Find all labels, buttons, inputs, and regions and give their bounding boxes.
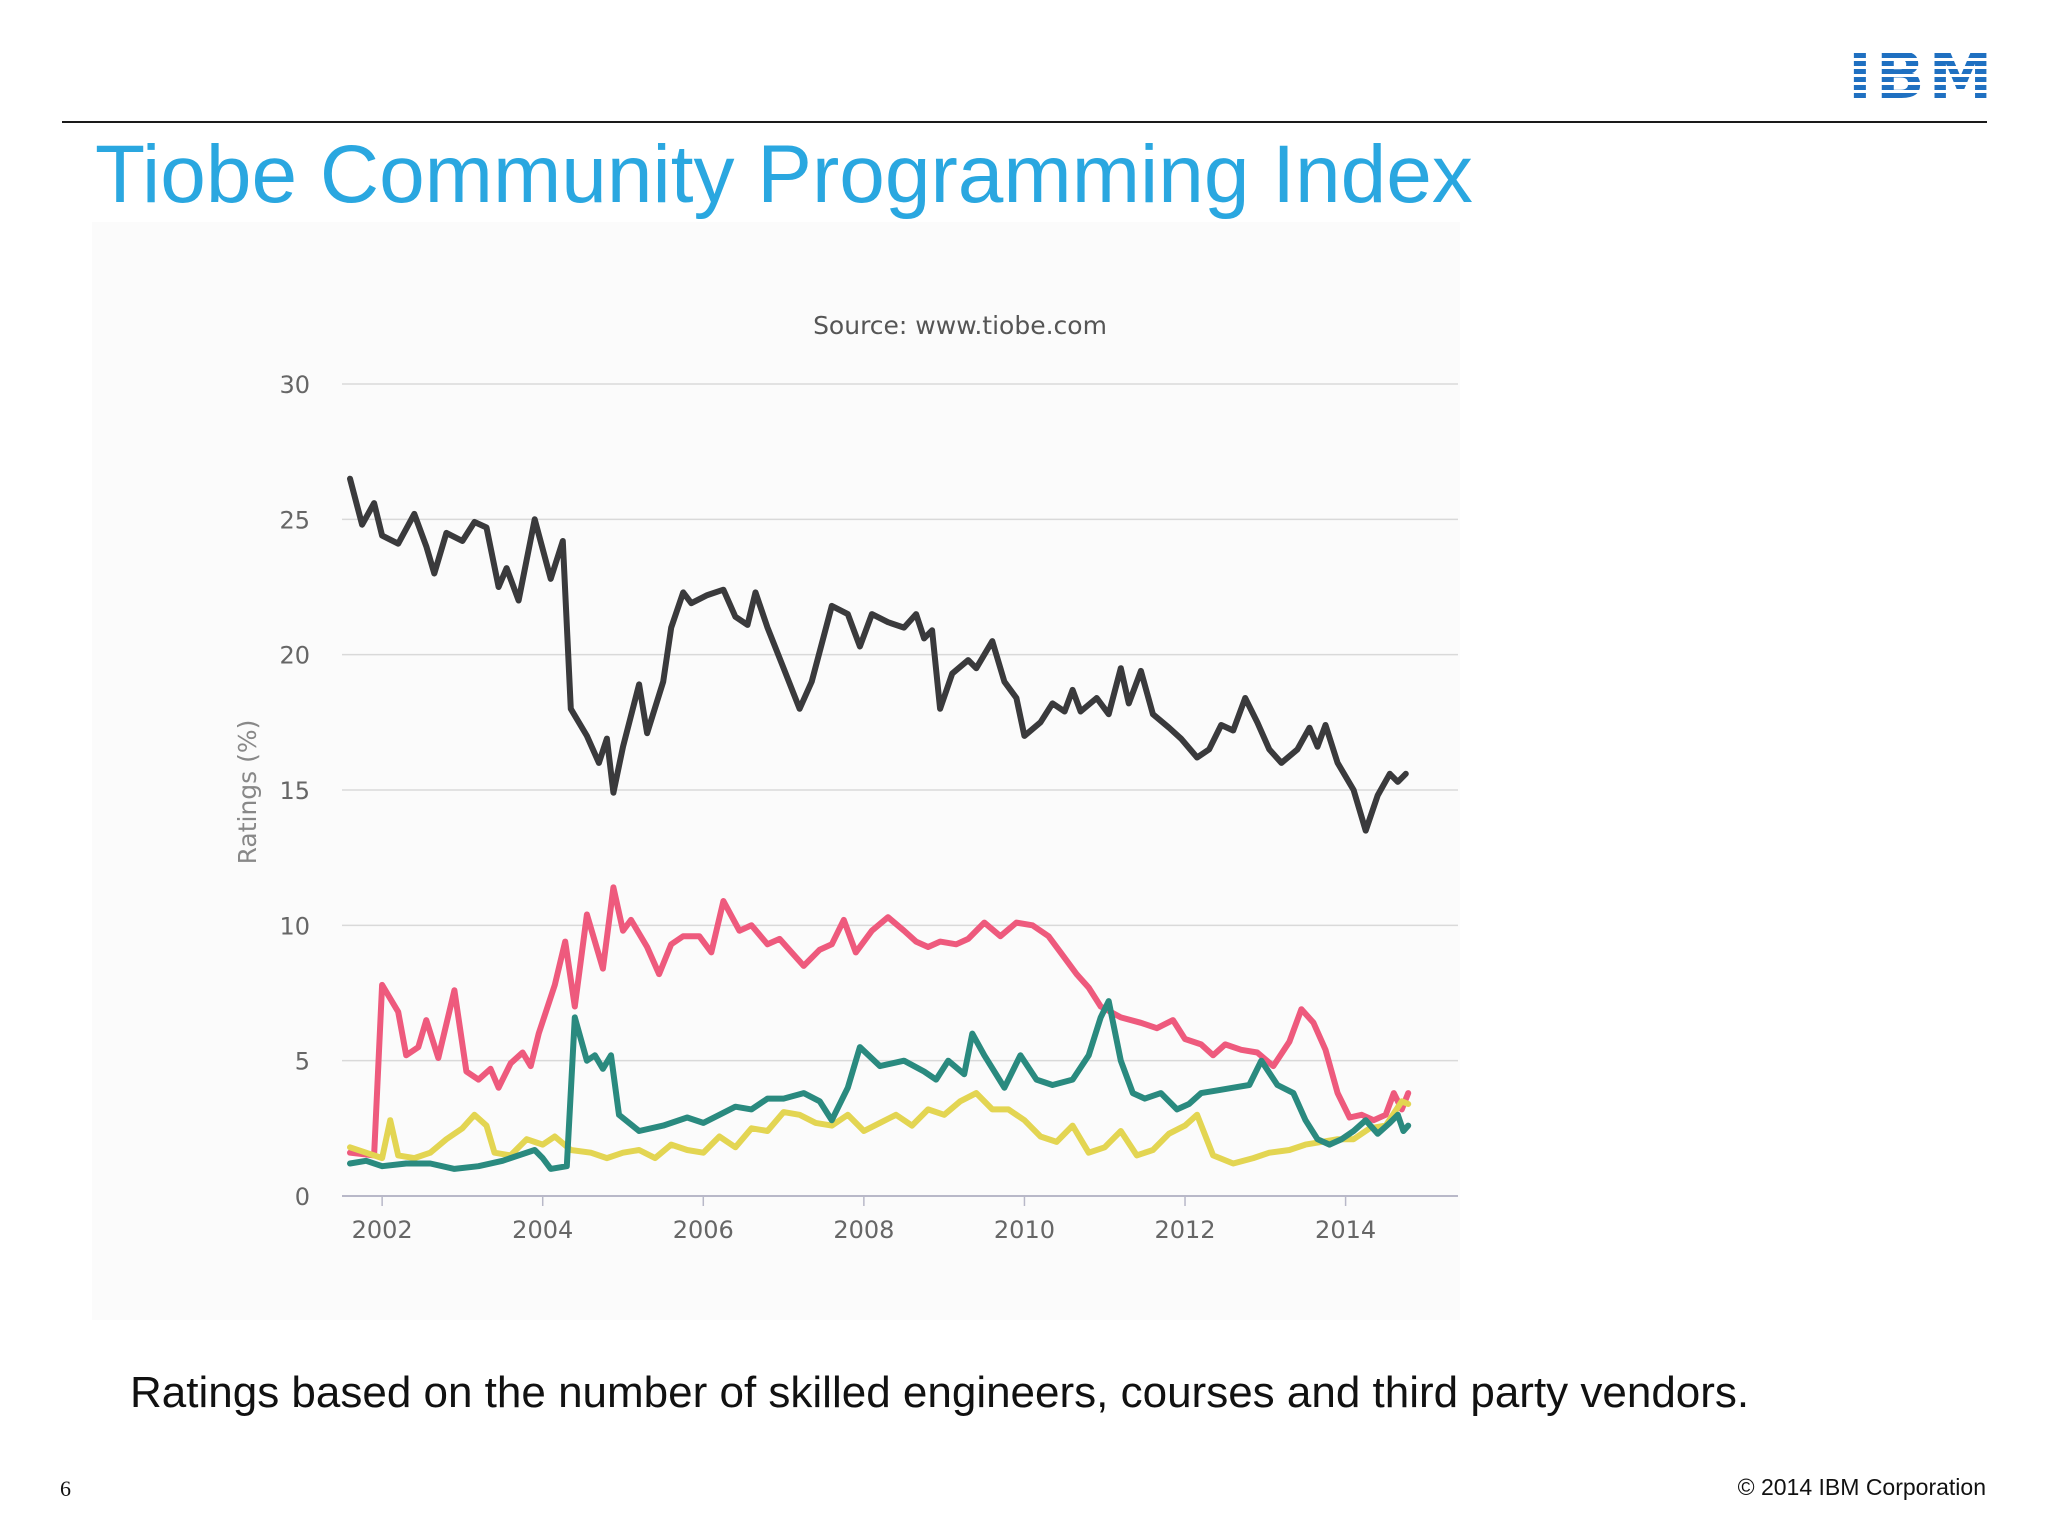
- x-tick-label: 2014: [1315, 1216, 1376, 1244]
- y-axis-label: Ratings (%): [233, 720, 262, 865]
- x-tick-labels: 2002 2004 2006 2008 2010 2012 2014: [352, 1216, 1377, 1244]
- header-rule: [62, 121, 1987, 123]
- x-tick-label: 2012: [1154, 1216, 1215, 1244]
- y-tick-labels: 0 5 10 15 20 25 30: [279, 371, 310, 1211]
- x-tick-label: 2008: [833, 1216, 894, 1244]
- y-tick-label: 25: [279, 506, 310, 534]
- y-tick-label: 5: [295, 1048, 310, 1076]
- chart-title: Source: www.tiobe.com: [813, 311, 1107, 340]
- slide-title: Tiobe Community Programming Index: [95, 129, 1473, 220]
- page-number: 6: [60, 1476, 71, 1501]
- copyright-notice: © 2014 IBM Corporation: [1737, 1474, 1986, 1500]
- slide-caption: Ratings based on the number of skilled e…: [130, 1368, 1750, 1417]
- series-line-python: [347, 998, 1412, 1172]
- y-tick-label: 10: [279, 912, 310, 940]
- series-line-php: [347, 884, 1412, 1159]
- x-tick-label: 2010: [994, 1216, 1055, 1244]
- y-tick-label: 20: [279, 642, 310, 670]
- series-lines: [347, 475, 1412, 1172]
- series-line-java: [347, 475, 1409, 834]
- ibm-logo: IBM: [1848, 40, 1997, 114]
- y-tick-label: 15: [279, 777, 310, 805]
- chart-panel: Source: www.tiobe.com Ratings (%) 0 5 10 15…: [92, 222, 1460, 1320]
- series-line-javascript: [347, 1090, 1412, 1167]
- grid-lines: [342, 383, 1458, 1206]
- tiobe-line-chart: Source: www.tiobe.com Ratings (%) 0 5 10 15…: [233, 311, 1458, 1244]
- y-tick-label: 30: [279, 371, 310, 399]
- x-tick-label: 2006: [673, 1216, 734, 1244]
- x-tick-label: 2004: [512, 1216, 573, 1244]
- x-tick-label: 2002: [352, 1216, 413, 1244]
- y-tick-label: 0: [295, 1183, 310, 1211]
